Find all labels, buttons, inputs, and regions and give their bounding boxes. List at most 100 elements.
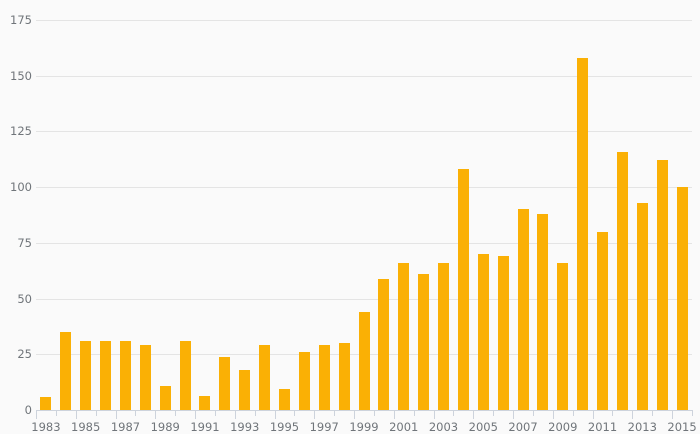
x-axis-tick: [116, 410, 117, 419]
plot-area: [36, 14, 692, 410]
x-axis-tick: [374, 410, 375, 416]
bar[interactable]: [179, 340, 191, 410]
x-axis-tick: [652, 410, 653, 416]
x-axis-tick-label: 2013: [627, 420, 657, 434]
bar[interactable]: [477, 254, 489, 410]
x-axis-tick-label: 1983: [31, 420, 61, 434]
bar[interactable]: [656, 160, 668, 410]
x-axis-tick-label: 1989: [150, 420, 180, 434]
bar[interactable]: [219, 356, 231, 410]
gridline: [36, 298, 692, 300]
y-axis-tick-label: 150: [10, 68, 32, 83]
x-axis-tick: [334, 410, 335, 416]
x-axis-tick: [255, 410, 256, 416]
x-axis-tick: [593, 410, 594, 419]
y-axis-tick-label: 0: [24, 403, 32, 417]
y-axis-tick-label: 175: [10, 13, 32, 27]
y-axis-tick-label: 100: [10, 180, 32, 195]
x-axis-tick-label: 1995: [269, 420, 300, 434]
x-axis-tick: [434, 410, 435, 419]
x-axis-tick: [692, 410, 693, 416]
x-axis-tick-label: 2007: [508, 420, 538, 434]
bar[interactable]: [358, 311, 370, 410]
x-axis-tick: [354, 410, 355, 419]
bar[interactable]: [438, 262, 449, 410]
x-axis-tick: [135, 410, 136, 416]
bar[interactable]: [139, 345, 151, 410]
bar[interactable]: [318, 345, 330, 410]
bar[interactable]: [119, 340, 131, 410]
bar[interactable]: [80, 340, 92, 410]
bar[interactable]: [378, 278, 390, 410]
x-axis-tick: [36, 410, 37, 419]
bar[interactable]: [398, 262, 410, 410]
bar[interactable]: [60, 332, 72, 410]
bar[interactable]: [616, 151, 628, 410]
x-axis-tick: [56, 410, 57, 416]
x-axis-tick-label: 1985: [71, 420, 101, 434]
x-axis-tick-label: 2015: [667, 420, 697, 434]
x-axis-tick: [195, 410, 196, 419]
x-axis-tick-label: 2005: [468, 420, 498, 434]
x-axis-line: [36, 410, 692, 411]
bar[interactable]: [636, 202, 648, 410]
x-axis-tick: [513, 410, 514, 419]
bar[interactable]: [199, 395, 211, 410]
bar[interactable]: [259, 345, 271, 410]
x-axis-tick: [533, 410, 534, 416]
x-axis-tick: [96, 410, 97, 416]
y-axis-tick-label: 125: [10, 124, 32, 139]
x-axis-tick-label: 1999: [349, 420, 379, 434]
x-axis-tick-label: 1997: [309, 420, 339, 434]
x-axis-tick: [493, 410, 494, 416]
bar[interactable]: [537, 213, 549, 410]
x-axis-tick: [612, 410, 613, 416]
gridline: [36, 20, 692, 21]
x-axis-tick: [76, 410, 77, 419]
x-axis-tick-label: 2009: [548, 420, 578, 434]
x-axis-tick: [155, 410, 156, 419]
bar[interactable]: [418, 274, 430, 410]
x-axis-tick: [473, 410, 474, 419]
bar-series: [36, 14, 692, 410]
y-axis-tick-label: 75: [17, 235, 32, 250]
bar[interactable]: [100, 340, 112, 410]
x-axis-tick: [175, 410, 176, 416]
bar[interactable]: [557, 262, 569, 410]
x-axis-tick: [314, 410, 315, 419]
x-axis-tick-label: 1991: [190, 420, 220, 434]
x-axis-tick: [553, 410, 554, 419]
bar[interactable]: [497, 256, 509, 410]
x-axis-tick: [573, 410, 574, 416]
y-axis-tick-label: 25: [17, 347, 32, 362]
bar[interactable]: [239, 369, 251, 410]
x-axis-tick: [632, 410, 633, 419]
x-axis-tick: [414, 410, 415, 416]
gridline: [36, 242, 692, 244]
x-axis-tick-label: 1993: [230, 420, 260, 434]
x-axis-tick: [294, 410, 295, 416]
bar[interactable]: [159, 385, 171, 410]
bar[interactable]: [40, 396, 52, 410]
bar[interactable]: [577, 57, 589, 410]
gridline: [36, 187, 692, 189]
bar[interactable]: [597, 231, 609, 410]
bar[interactable]: [278, 388, 290, 410]
x-axis-tick: [453, 410, 454, 416]
x-axis-tick-label: 2011: [587, 420, 618, 434]
x-axis-tick: [235, 410, 236, 419]
x-axis-tick-label: 2001: [389, 420, 419, 434]
bar[interactable]: [517, 209, 529, 410]
gridline: [36, 131, 692, 133]
bar[interactable]: [298, 352, 310, 410]
x-axis-tick: [394, 410, 395, 419]
x-axis-tick: [672, 410, 673, 419]
gridline: [36, 75, 692, 77]
bar[interactable]: [338, 343, 350, 410]
x-axis-tick: [275, 410, 276, 419]
bar[interactable]: [676, 187, 688, 410]
x-axis-tick: [215, 410, 216, 416]
x-axis-tick-label: 2003: [428, 420, 459, 434]
bar[interactable]: [457, 169, 469, 410]
